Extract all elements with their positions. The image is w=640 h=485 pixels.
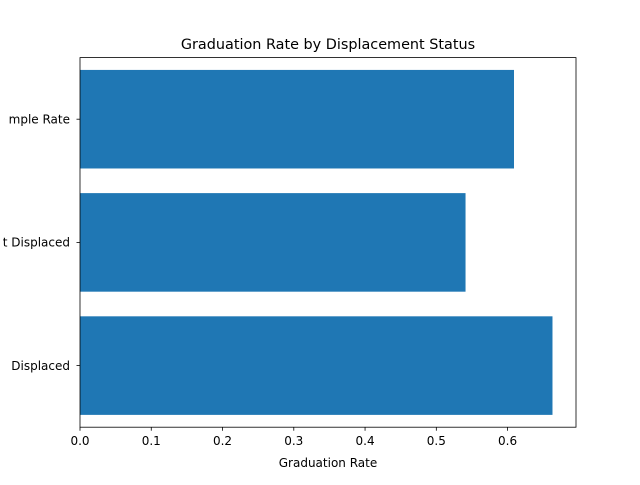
plot-area-frame [79,57,577,428]
x-tick-label: 0.0 [70,434,89,448]
chart-title: Graduation Rate by Displacement Status [181,37,475,53]
x-tick-label: 0.1 [142,434,161,448]
x-tick-label: 0.3 [284,434,303,448]
x-tick-label: 0.4 [356,434,375,448]
bar-sample-rate [80,69,514,169]
y-tick-label: t Displaced [3,236,70,250]
x-tick-label: 0.6 [498,434,517,448]
y-tick-label: mple Rate [9,113,70,127]
x-axis-ticks: 0.0 0.1 0.2 0.3 0.4 0.5 0.6 [70,427,517,448]
bar-displaced [80,316,553,415]
x-axis-label: Graduation Rate [279,456,377,470]
y-tick-label: Displaced [11,359,70,373]
x-tick-label: 0.2 [213,434,232,448]
y-axis-ticks: Displaced t Displaced mple Rate [3,113,80,373]
x-tick-label: 0.5 [427,434,446,448]
bars-layer [80,69,553,415]
bar-not-displaced [80,193,466,292]
